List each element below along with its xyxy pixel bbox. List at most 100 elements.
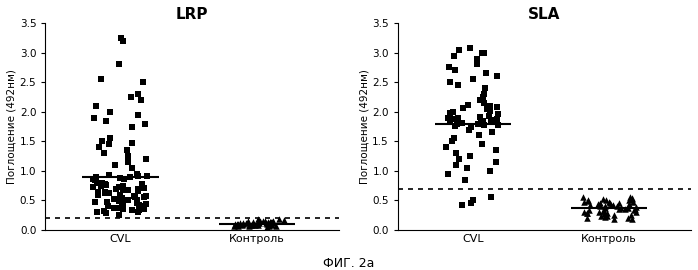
Point (132, 172, 143, 176)
Point (602, 214, 613, 218)
Point (491, 105, 503, 109)
Point (630, 205, 641, 209)
Point (623, 205, 634, 210)
Point (595, 201, 606, 205)
Point (237, 222, 248, 227)
Point (609, 217, 620, 221)
Point (579, 200, 590, 204)
Point (233, 224, 244, 228)
Point (479, 86, 490, 90)
Point (104, 173, 115, 177)
Point (98, 209, 110, 213)
Point (90, 175, 101, 180)
Point (486, 195, 497, 200)
Point (487, 130, 498, 135)
Point (478, 123, 489, 127)
Point (232, 222, 244, 226)
Point (584, 208, 595, 213)
Point (117, 39, 128, 43)
Point (139, 207, 150, 211)
Point (126, 166, 138, 170)
Point (581, 216, 592, 220)
Point (252, 223, 263, 227)
Point (126, 95, 137, 99)
Point (266, 220, 277, 224)
Point (626, 217, 637, 221)
Point (138, 204, 149, 208)
Point (235, 221, 246, 225)
Point (117, 201, 128, 205)
Point (456, 121, 468, 125)
Point (104, 136, 115, 140)
Point (102, 204, 113, 208)
Point (96, 184, 107, 188)
Point (132, 198, 143, 202)
Point (607, 203, 618, 207)
Point (597, 197, 609, 201)
Point (582, 198, 593, 202)
Point (133, 202, 144, 207)
Point (463, 103, 474, 107)
Point (446, 139, 457, 143)
Point (627, 197, 638, 201)
Point (457, 106, 468, 110)
Point (244, 224, 255, 229)
Point (462, 166, 473, 170)
Point (116, 203, 127, 207)
Point (456, 203, 467, 207)
Point (449, 68, 460, 73)
Point (103, 191, 114, 195)
Point (99, 190, 110, 194)
Point (444, 120, 455, 124)
Point (89, 178, 101, 182)
Point (262, 222, 273, 226)
Point (604, 201, 616, 205)
Point (452, 120, 463, 124)
Point (629, 207, 640, 211)
Point (593, 202, 604, 206)
Point (624, 195, 635, 199)
Point (477, 95, 489, 99)
Point (254, 219, 265, 223)
Point (123, 188, 134, 193)
Point (491, 117, 503, 122)
Point (479, 101, 490, 106)
Point (101, 211, 112, 216)
Point (268, 221, 279, 226)
Point (624, 198, 635, 202)
Point (625, 212, 636, 217)
Point (110, 187, 121, 191)
Point (273, 217, 284, 221)
Point (109, 197, 120, 201)
Point (477, 142, 488, 146)
Point (93, 193, 104, 197)
Point (103, 142, 114, 146)
Point (450, 163, 461, 167)
Point (141, 157, 152, 161)
Point (133, 92, 144, 96)
Point (133, 210, 144, 214)
Point (122, 198, 133, 202)
Point (250, 222, 261, 227)
Point (479, 92, 490, 96)
Point (585, 202, 596, 207)
Point (454, 157, 465, 161)
Point (474, 122, 485, 126)
Point (88, 185, 99, 189)
Point (448, 110, 459, 114)
Point (581, 211, 593, 215)
Point (134, 205, 145, 209)
Point (465, 201, 476, 205)
Point (279, 218, 290, 222)
Point (444, 65, 455, 70)
Text: ФИГ. 2а: ФИГ. 2а (323, 257, 375, 270)
Point (468, 198, 479, 202)
Point (246, 223, 258, 227)
Point (110, 163, 121, 167)
Point (442, 116, 453, 120)
Point (490, 160, 501, 164)
Point (93, 192, 104, 196)
Point (246, 223, 257, 227)
Point (230, 222, 241, 226)
Point (472, 56, 483, 61)
